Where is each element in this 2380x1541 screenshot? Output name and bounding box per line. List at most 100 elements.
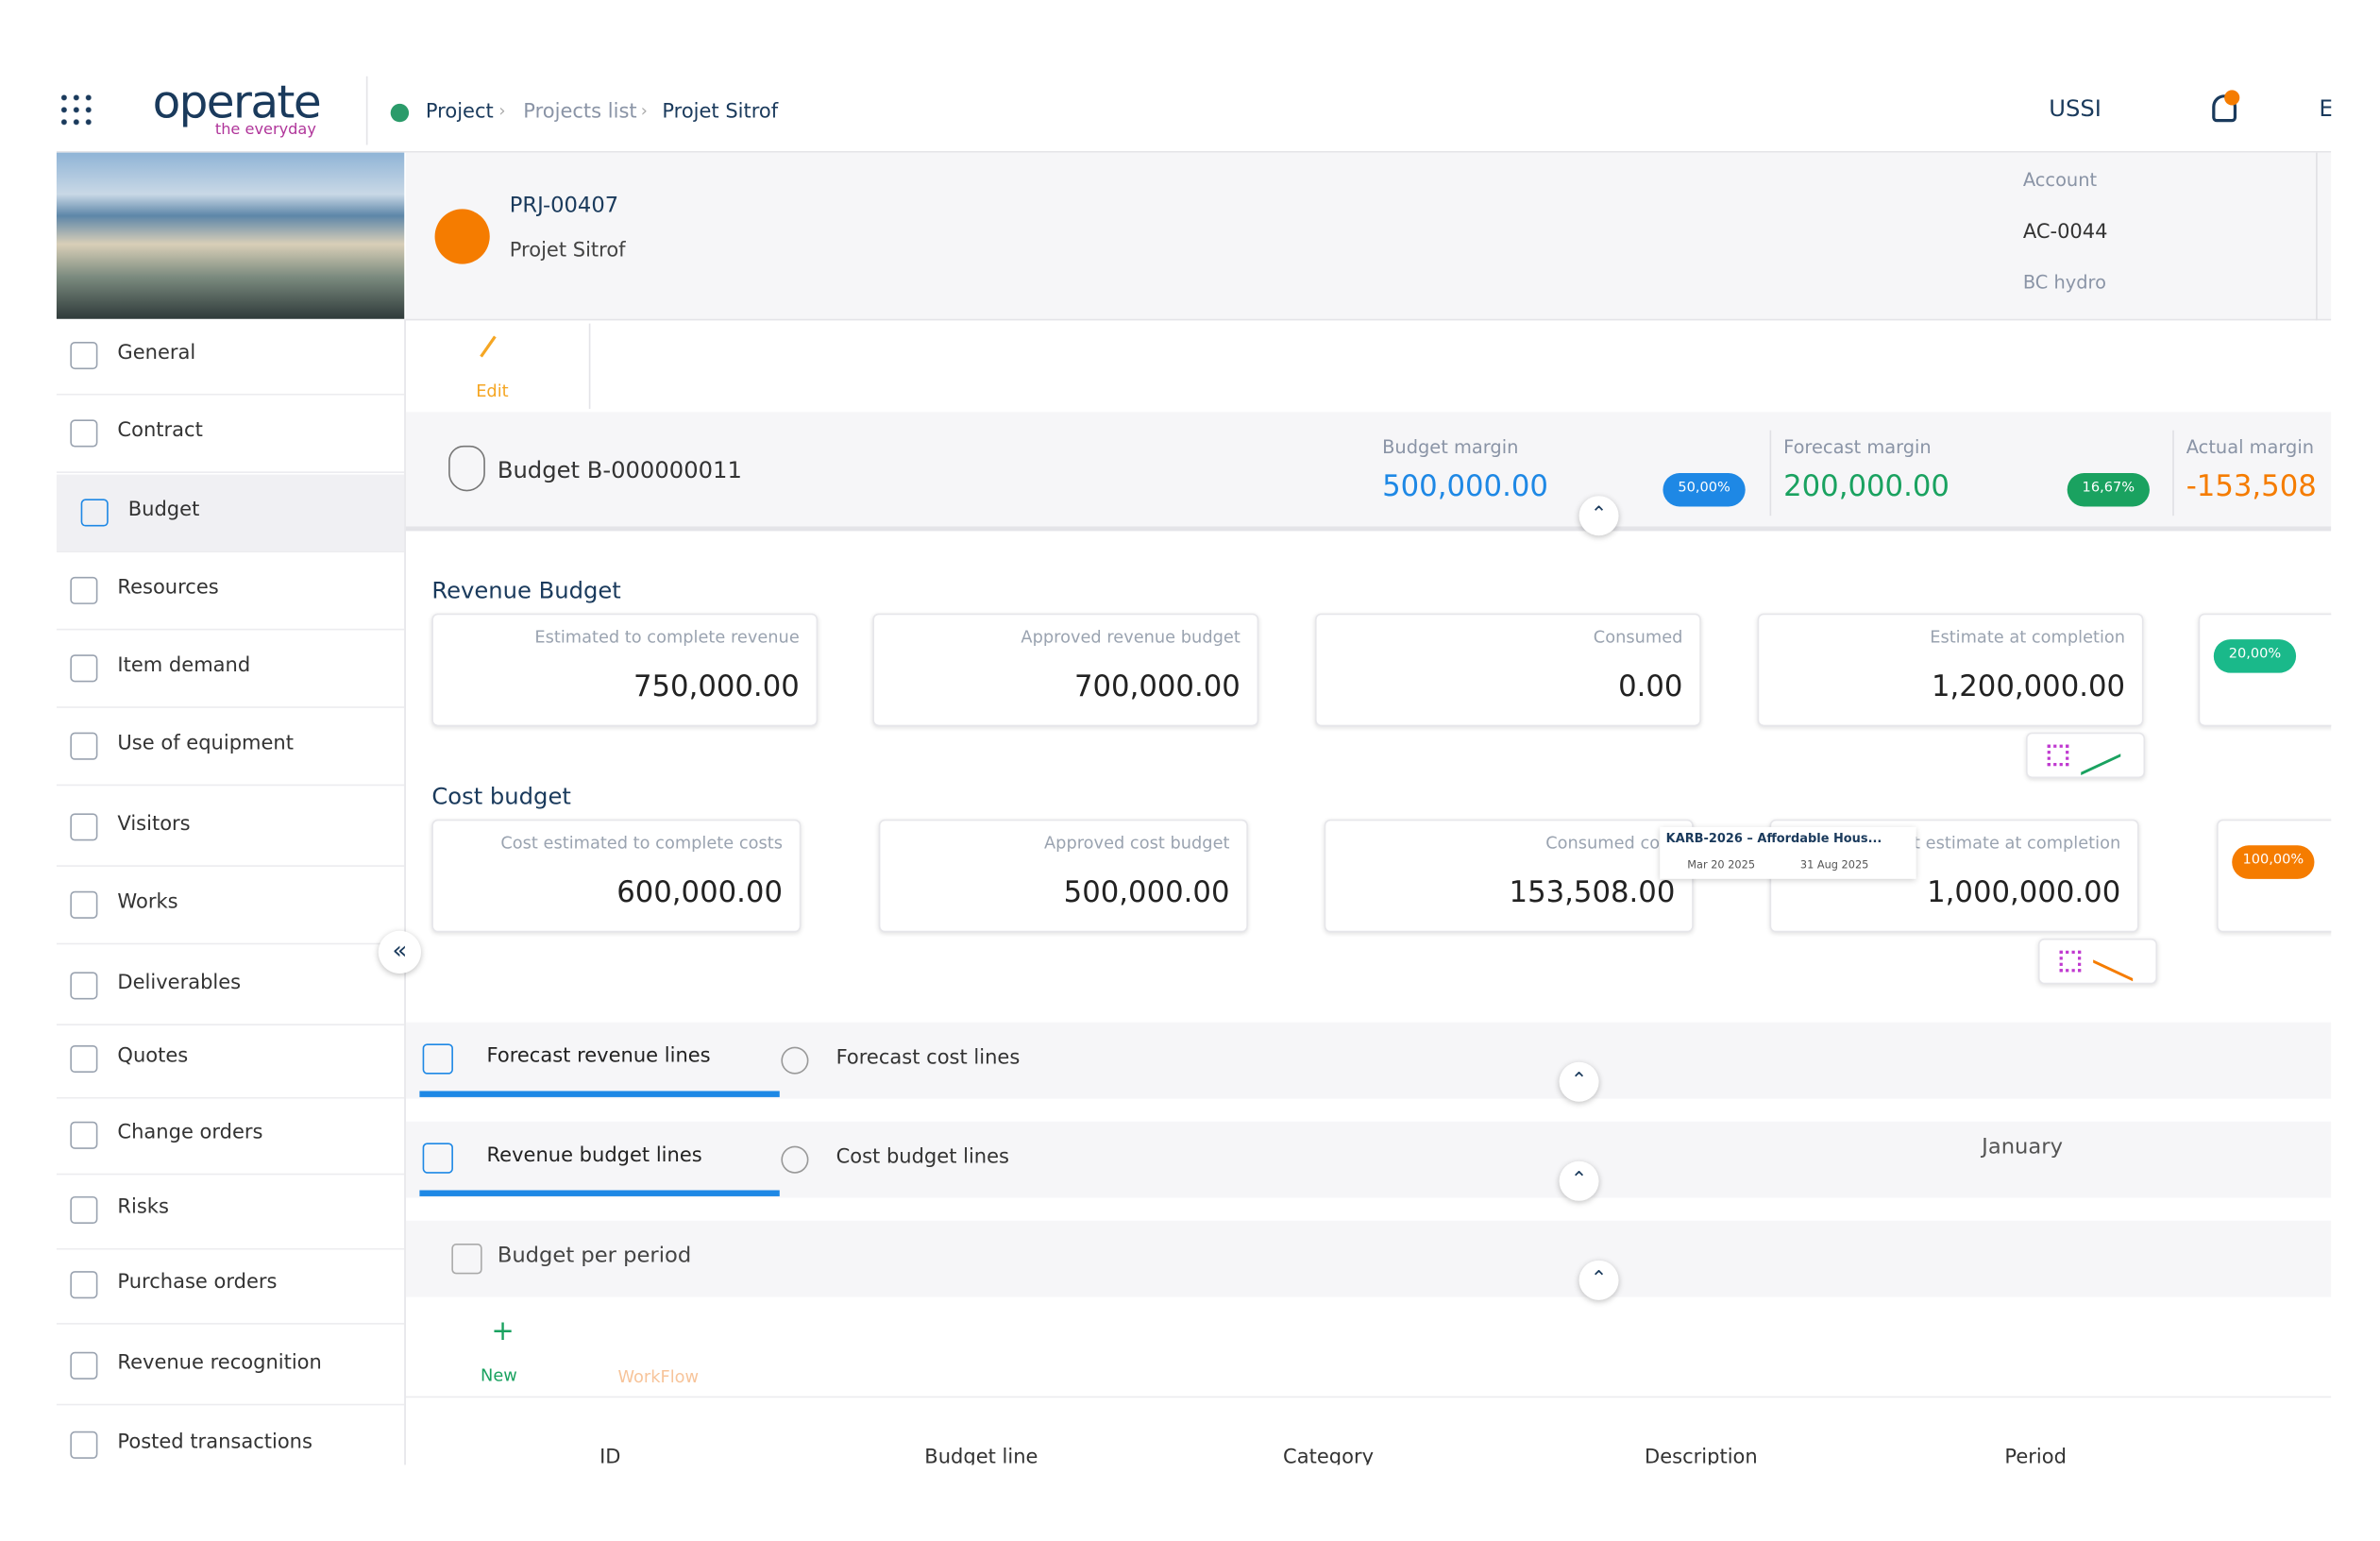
divider — [365, 76, 368, 145]
card-value: 750,000.00 — [633, 669, 800, 703]
tab-underline — [419, 1190, 780, 1196]
sidebar-sep — [56, 471, 405, 473]
percent-badge: 100,00% — [2232, 845, 2315, 879]
edit-divider — [588, 323, 591, 410]
section-title: Cost budget — [431, 783, 571, 811]
card-value: 153,508.00 — [1509, 875, 1676, 910]
sidebar-icon — [70, 890, 98, 919]
collapse-section[interactable]: ⌃ — [1578, 1260, 1619, 1300]
header — [56, 69, 2332, 153]
sidebar-icon — [70, 419, 98, 448]
tab[interactable]: Cost budget lines — [836, 1145, 1009, 1169]
tab-icon — [422, 1143, 453, 1174]
sidebar-item[interactable]: Change orders — [117, 1121, 263, 1144]
sidebar-item[interactable]: Quotes — [117, 1044, 189, 1069]
tab[interactable]: Budget per period — [497, 1244, 692, 1268]
tab[interactable]: Forecast cost lines — [836, 1046, 1021, 1070]
tab-row — [405, 1022, 2332, 1099]
sidebar-item[interactable]: Posted transactions — [117, 1431, 312, 1455]
project-name: Projet Sitrof — [509, 239, 626, 262]
budget-card — [878, 819, 1248, 933]
chart-button[interactable] — [2026, 732, 2146, 779]
tagline: the everyday — [214, 122, 316, 140]
sidebar-sep — [56, 1403, 405, 1406]
new-button[interactable]: New — [481, 1365, 517, 1386]
sidebar-item[interactable]: Revenue recognition — [117, 1351, 322, 1376]
tab-icon — [781, 1145, 809, 1174]
card-label: Approved cost budget — [1044, 833, 1230, 854]
app: operate the everyday Project › Projects list… — [56, 68, 2332, 1465]
tab-row — [405, 1121, 2332, 1198]
sidebar-sep — [56, 1247, 405, 1250]
section-title: Revenue Budget — [431, 576, 621, 604]
breadcrumb-item[interactable]: Projet Sitrof — [662, 100, 779, 124]
sidebar-item[interactable]: Deliverables — [117, 972, 242, 995]
sidebar-item[interactable]: Purchase orders — [117, 1271, 278, 1295]
sidebar-item[interactable]: Budget — [127, 499, 200, 522]
chart-button[interactable] — [2037, 938, 2158, 985]
sidebar-item[interactable]: General — [117, 341, 196, 365]
sidebar-item[interactable]: Resources — [117, 576, 219, 601]
collapse-section[interactable]: ⌃ — [1578, 496, 1619, 536]
collapse-section[interactable]: ⌃ — [1559, 1160, 1599, 1201]
margin-label: Budget margin — [1382, 436, 1519, 458]
card-label: Cost estimated to complete costs — [500, 833, 784, 854]
crumb-icon — [390, 103, 410, 123]
sidebar-icon — [70, 1271, 98, 1299]
sidebar-item[interactable]: Contract — [117, 419, 203, 443]
sidebar-item[interactable]: Use of equipment — [117, 732, 294, 755]
apps-icon[interactable] — [58, 91, 95, 128]
column-header: ID — [599, 1446, 621, 1465]
budget-band — [405, 412, 2332, 532]
card-value: 1,200,000.00 — [1931, 669, 2126, 703]
card-label: Consumed cost — [1545, 833, 1676, 854]
column-header: Category — [1283, 1446, 1375, 1465]
sidebar-sep — [56, 628, 405, 631]
sidebar-border — [404, 318, 406, 1465]
sidebar-icon — [70, 972, 98, 1000]
breadcrumb-item[interactable]: Projects list — [523, 100, 637, 124]
breadcrumb-item[interactable]: Project — [425, 100, 494, 124]
sidebar-item[interactable]: Risks — [117, 1195, 169, 1220]
budget-title: Budget B-000000011 — [497, 456, 742, 484]
account-name: BC hydro — [2022, 271, 2106, 294]
sidebar-icon — [70, 813, 98, 841]
card-label: Approved revenue budget — [1021, 627, 1241, 648]
card-label: Estimate at completion — [1930, 627, 2126, 648]
edit-button[interactable]: Edit — [476, 381, 509, 402]
margin-badge: 16,67% — [2067, 472, 2150, 507]
brand: operate — [152, 76, 322, 130]
sidebar-icon — [70, 1044, 98, 1074]
workflow-button[interactable]: WorkFlow — [617, 1366, 700, 1387]
card-label: Cost estimate at completion — [1882, 833, 2121, 854]
user-menu[interactable]: USSI — [2049, 94, 2101, 123]
margin-badge: 50,00% — [1663, 472, 1746, 507]
card-value: 0.00 — [1618, 669, 1683, 703]
sidebar-sep — [56, 1024, 405, 1025]
sidebar-sep — [56, 942, 405, 945]
project-icon — [434, 209, 490, 264]
sidebar-icon — [80, 499, 109, 527]
collapse-section[interactable]: ⌃ — [1559, 1061, 1599, 1102]
collapse-button[interactable]: « — [378, 930, 422, 974]
tab-row — [405, 1220, 2332, 1297]
sidebar-icon — [70, 1431, 98, 1459]
tab-icon — [422, 1043, 453, 1075]
crumb-sep: › — [498, 100, 506, 121]
margin-value: 500,000.00 — [1382, 469, 1548, 504]
sidebar-item[interactable]: Works — [117, 890, 178, 914]
sidebar-item[interactable]: Visitors — [117, 813, 191, 837]
extra: E — [2319, 94, 2331, 122]
budget-card — [431, 613, 819, 727]
percent-badge: 20,00% — [2213, 639, 2297, 673]
sidebar-icon — [70, 732, 98, 760]
tab[interactable]: Revenue budget lines — [486, 1144, 702, 1168]
card-value: 1,000,000.00 — [1927, 875, 2121, 910]
card-label: Estimated to complete revenue — [534, 627, 800, 648]
tab[interactable]: Forecast revenue lines — [486, 1044, 711, 1069]
account-id: AC-0044 — [2022, 221, 2108, 245]
sidebar-sep — [56, 1096, 405, 1099]
sidebar-item[interactable]: Item demand — [117, 654, 251, 678]
period-label: January — [1982, 1135, 2063, 1160]
